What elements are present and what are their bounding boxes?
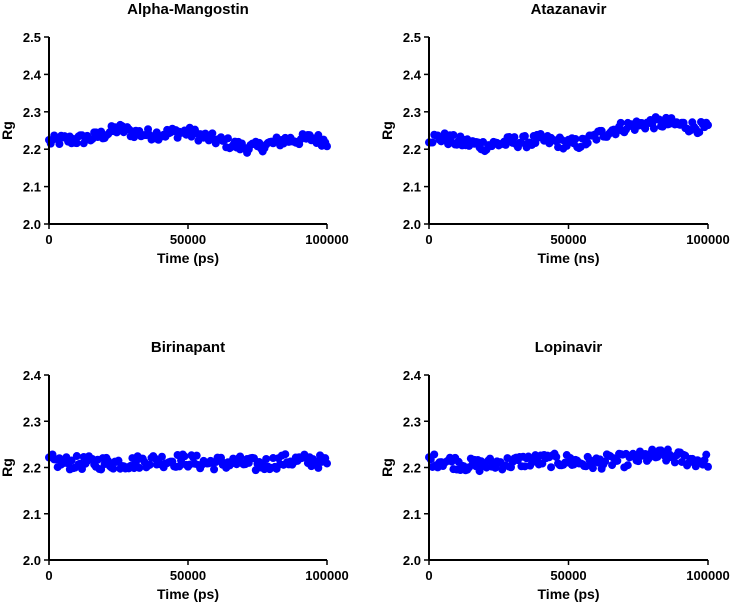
chart-panel-1: Alpha-Mangostin 2.0 2.1 2.2 2.3 2.4 2.5 0 50000 1… xyxy=(0,1,349,266)
data-point xyxy=(670,458,679,467)
y-tick-label: 2.1 xyxy=(23,507,41,522)
x-axis-label: Time (ps) xyxy=(157,250,219,266)
y-tick-label: 2.2 xyxy=(403,142,421,157)
data-point xyxy=(704,121,712,130)
data-point xyxy=(180,452,189,461)
data-point xyxy=(702,450,711,459)
y-tick-label: 2.0 xyxy=(23,217,41,232)
y-tick-label: 2.1 xyxy=(403,507,421,522)
y-tick-label: 2.3 xyxy=(23,105,41,120)
data-point xyxy=(616,118,625,127)
data-point xyxy=(281,450,290,459)
series-1 xyxy=(425,113,712,156)
x-tick-label: 100000 xyxy=(305,232,348,247)
data-point xyxy=(67,456,76,465)
x-tick-label: 100000 xyxy=(686,232,729,247)
data-point xyxy=(547,463,556,472)
x-tick-label: 100000 xyxy=(686,568,729,583)
data-point xyxy=(583,138,592,147)
data-point xyxy=(323,142,331,151)
series-1 xyxy=(45,450,331,475)
data-point xyxy=(649,124,658,133)
data-point xyxy=(175,462,184,471)
data-point xyxy=(72,452,81,461)
data-point xyxy=(520,132,529,141)
data-point xyxy=(223,134,232,143)
x-axis-label: Time (ns) xyxy=(538,250,600,266)
y-tick-label: 2.0 xyxy=(403,553,421,568)
data-point xyxy=(192,451,201,460)
y-axis-label: Rg xyxy=(0,121,15,140)
data-point xyxy=(449,131,458,139)
data-point xyxy=(314,131,323,140)
data-point xyxy=(135,463,144,472)
data-point xyxy=(695,128,704,137)
data-point xyxy=(592,135,601,144)
y-tick-label: 2.0 xyxy=(23,553,41,568)
data-point xyxy=(72,139,81,148)
y-tick-label: 2.0 xyxy=(403,217,421,232)
y-tick-label: 2.5 xyxy=(23,30,41,45)
y-axis-label: Rg xyxy=(0,458,15,477)
x-axis-label: Time (ps) xyxy=(157,586,219,602)
y-tick-label: 2.4 xyxy=(23,67,42,82)
y-tick-label: 2.3 xyxy=(403,414,421,429)
y-tick-label: 2.1 xyxy=(403,180,421,195)
y-tick-label: 2.4 xyxy=(23,368,42,383)
data-point xyxy=(157,452,166,461)
x-tick-label: 100000 xyxy=(305,568,348,583)
y-tick-label: 2.2 xyxy=(23,461,41,476)
data-point xyxy=(552,452,561,461)
data-point xyxy=(428,138,437,147)
data-point xyxy=(314,463,323,472)
x-tick-label: 50000 xyxy=(170,568,206,583)
y-tick-label: 2.1 xyxy=(23,180,41,195)
chart-panel-4: Lopinavir 2.0 2.1 2.2 2.3 2.4 0 50000 100000 Time… xyxy=(379,339,730,602)
data-point xyxy=(430,450,439,459)
y-tick-label: 2.2 xyxy=(403,461,421,476)
data-point xyxy=(510,133,519,142)
y-tick-label: 2.2 xyxy=(23,142,41,157)
y-axis-label: Rg xyxy=(379,458,395,477)
x-tick-label: 0 xyxy=(425,568,432,583)
data-point xyxy=(55,139,64,148)
series-1 xyxy=(425,445,712,476)
data-point xyxy=(517,138,526,147)
x-tick-label: 50000 xyxy=(550,568,586,583)
y-axis-label: Rg xyxy=(379,121,395,140)
data-point xyxy=(588,464,597,473)
y-tick-label: 2.5 xyxy=(403,30,421,45)
chart-title: Lopinavir xyxy=(535,339,603,356)
data-point xyxy=(109,464,118,473)
y-tick-label: 2.3 xyxy=(23,414,41,429)
x-tick-label: 0 xyxy=(45,232,52,247)
data-point xyxy=(704,462,712,471)
x-tick-label: 50000 xyxy=(550,232,586,247)
x-tick-label: 0 xyxy=(425,232,432,247)
data-point xyxy=(601,457,610,466)
chart-title: Alpha-Mangostin xyxy=(127,1,249,18)
data-point xyxy=(613,456,622,465)
data-point xyxy=(571,134,580,143)
x-tick-label: 0 xyxy=(45,568,52,583)
y-tick-label: 2.3 xyxy=(403,105,421,120)
y-tick-label: 2.4 xyxy=(403,368,422,383)
x-tick-label: 50000 xyxy=(170,232,206,247)
chart-title: Atazanavir xyxy=(531,1,607,18)
data-point xyxy=(210,465,219,474)
y-tick-label: 2.4 xyxy=(403,67,422,82)
data-point xyxy=(623,461,632,470)
x-axis-label: Time (ps) xyxy=(538,586,600,602)
data-point xyxy=(208,129,217,138)
chart-panel-3: Birinapant 2.0 2.1 2.2 2.3 2.4 0 50000 100000 Tim… xyxy=(0,339,349,602)
data-point xyxy=(262,455,271,464)
series-1 xyxy=(45,120,331,157)
chart-panel-2: Atazanavir 2.0 2.1 2.2 2.3 2.4 2.5 0 50000 100000… xyxy=(379,1,730,266)
chart-title: Birinapant xyxy=(151,339,225,356)
data-point xyxy=(145,460,154,469)
data-point xyxy=(236,452,245,461)
data-point xyxy=(323,459,331,468)
